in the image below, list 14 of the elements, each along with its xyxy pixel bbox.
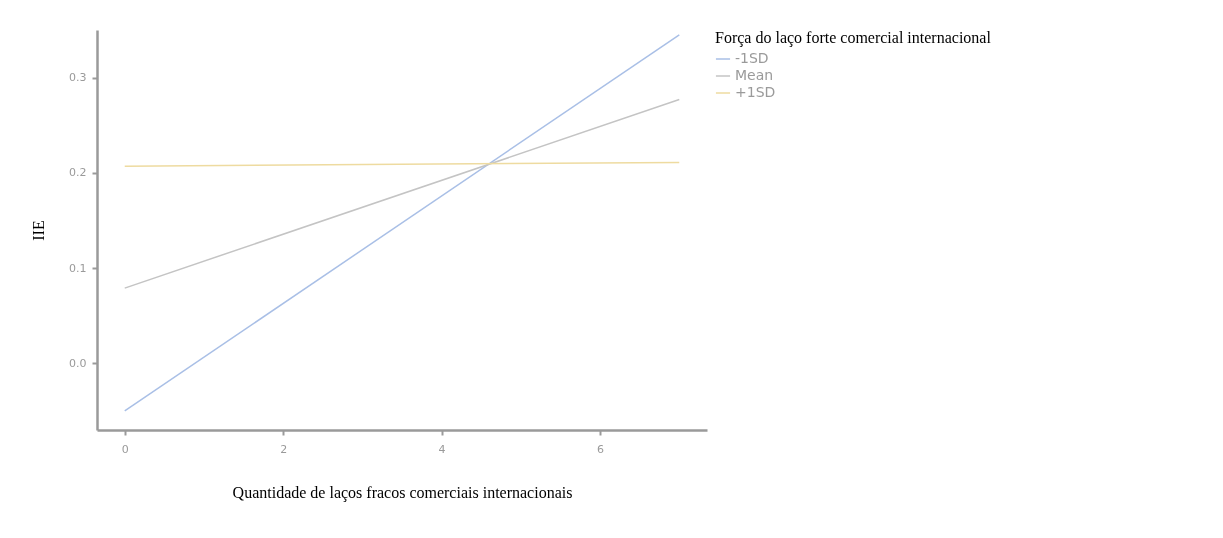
legend-title: Força do laço forte comercial internacional: [715, 29, 992, 47]
legend-label: +1SD: [735, 84, 776, 100]
x-tick-label: 2: [280, 442, 288, 456]
x-tick-label: 4: [438, 442, 446, 456]
y-tick-label: 0.1: [69, 261, 87, 275]
y-tick-label: 0.2: [69, 166, 87, 180]
y-tick-label: 0.0: [69, 356, 87, 370]
y-axis-title: IIE: [30, 220, 48, 241]
y-tick-label: 0.3: [69, 71, 87, 85]
legend-label: -1SD: [735, 50, 769, 66]
legend-label: Mean: [735, 67, 774, 83]
x-tick-label: 0: [121, 442, 129, 456]
x-tick-label: 6: [597, 442, 605, 456]
x-axis-title: Quantidade de laços fracos comerciais internacionais: [232, 483, 573, 502]
